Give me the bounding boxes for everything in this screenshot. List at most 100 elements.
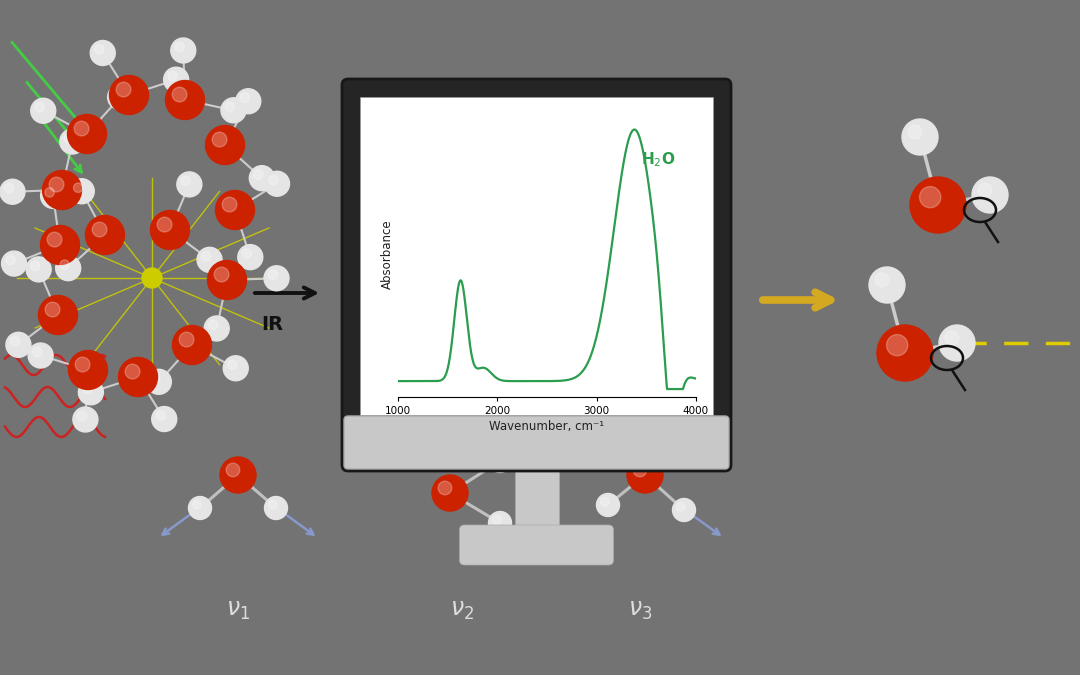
Circle shape [972,177,1008,213]
Circle shape [32,347,42,357]
Circle shape [4,184,14,193]
Circle shape [226,463,240,477]
Circle shape [221,98,246,123]
Circle shape [269,500,278,509]
Circle shape [125,364,140,379]
Circle shape [108,84,133,109]
Circle shape [216,190,255,230]
Circle shape [73,183,83,192]
Circle shape [192,500,201,509]
Circle shape [147,369,172,394]
Circle shape [265,497,287,520]
Circle shape [902,119,939,155]
Circle shape [254,170,264,180]
Circle shape [432,475,468,511]
Circle shape [488,512,512,535]
Circle shape [201,252,211,261]
Circle shape [157,217,172,232]
Circle shape [39,296,78,335]
Circle shape [67,115,107,153]
Circle shape [869,267,905,303]
Circle shape [945,331,959,345]
Circle shape [175,43,185,52]
Circle shape [204,316,229,341]
Circle shape [226,102,234,111]
Circle shape [676,502,685,511]
Circle shape [492,516,501,524]
Bar [514,461,558,533]
Circle shape [79,380,104,405]
Circle shape [76,357,90,372]
Circle shape [167,72,177,81]
Circle shape [165,80,204,119]
Circle shape [269,176,279,185]
Circle shape [41,225,80,265]
Circle shape [45,188,54,197]
Bar [360,97,713,415]
X-axis label: Wavenumber, cm⁻¹: Wavenumber, cm⁻¹ [489,421,605,433]
Circle shape [173,325,212,364]
Circle shape [150,373,160,383]
Circle shape [0,180,25,205]
Circle shape [224,356,248,381]
Circle shape [197,247,222,272]
Circle shape [887,335,908,356]
Circle shape [91,40,116,65]
Circle shape [939,325,975,361]
Circle shape [64,133,73,143]
Circle shape [438,481,451,495]
Circle shape [5,255,15,265]
Circle shape [48,232,62,247]
Circle shape [242,249,252,259]
Text: IR: IR [261,315,283,335]
Circle shape [264,266,289,291]
Circle shape [212,132,227,147]
FancyBboxPatch shape [342,79,731,471]
Circle shape [45,302,60,317]
Circle shape [41,184,66,209]
Circle shape [181,176,190,186]
Text: H$_2$O: H$_2$O [642,150,676,169]
Circle shape [83,384,92,394]
Circle shape [238,244,262,269]
Circle shape [10,337,19,346]
Circle shape [488,450,512,472]
Circle shape [152,406,177,431]
Circle shape [28,343,53,368]
Circle shape [205,126,244,165]
Circle shape [875,273,889,287]
Circle shape [156,411,165,421]
Circle shape [150,211,189,250]
Circle shape [69,179,94,204]
Circle shape [189,497,212,520]
Circle shape [141,268,162,288]
Circle shape [92,222,107,237]
Circle shape [5,332,31,357]
Circle shape [30,99,56,124]
Circle shape [268,270,278,279]
Circle shape [49,177,64,192]
Text: $\nu_2$: $\nu_2$ [450,599,474,622]
Circle shape [73,407,98,432]
Circle shape [877,325,933,381]
Circle shape [94,45,104,54]
Circle shape [910,177,966,233]
Text: $\nu_1$: $\nu_1$ [226,599,251,622]
Circle shape [240,93,249,103]
Circle shape [177,172,202,197]
Circle shape [179,332,194,347]
Circle shape [919,186,941,208]
Circle shape [249,165,274,190]
Circle shape [164,68,189,92]
Circle shape [172,87,187,102]
Circle shape [600,497,609,506]
Circle shape [627,457,663,493]
Circle shape [119,358,158,396]
Circle shape [75,121,89,136]
Circle shape [673,499,696,522]
Circle shape [220,457,256,493]
Circle shape [30,261,40,271]
FancyBboxPatch shape [459,525,613,565]
Circle shape [117,82,131,97]
Circle shape [228,360,237,369]
